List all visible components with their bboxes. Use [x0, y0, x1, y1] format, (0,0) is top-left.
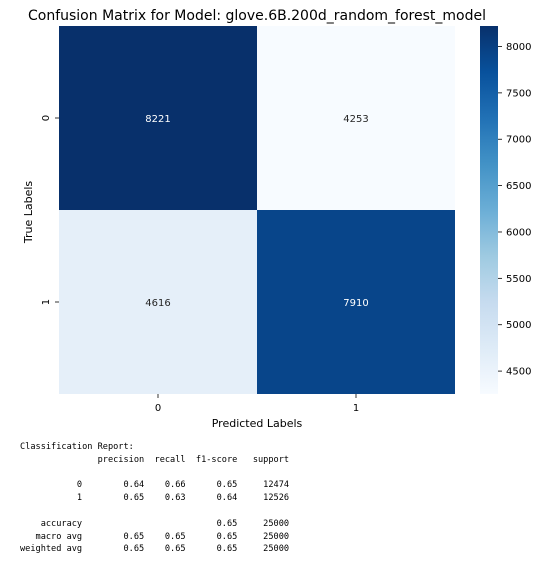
classification-report: Classification Report: precision recall … — [20, 442, 290, 555]
x-tick-label: 0 — [155, 403, 161, 414]
colorbar-tick-label: 5500 — [506, 274, 531, 285]
cell-value-label: 8221 — [145, 114, 170, 125]
cell-value-label: 4253 — [343, 114, 368, 125]
colorbar-tick-label: 6000 — [506, 227, 531, 238]
cell-value-label: 7910 — [343, 298, 368, 309]
colorbar-tick-label: 5000 — [506, 320, 531, 331]
heatmap-cell — [59, 210, 257, 394]
colorbar-tick-label: 8000 — [506, 42, 531, 53]
x-axis-label: Predicted Labels — [212, 417, 303, 430]
y-tick-label: 0 — [41, 115, 52, 121]
heatmap-cell — [257, 26, 455, 210]
colorbar-tick-label: 6500 — [506, 181, 531, 192]
colorbar-tick-label: 4500 — [506, 367, 531, 378]
cell-value-label: 4616 — [145, 298, 170, 309]
heatmap-cell — [257, 210, 455, 394]
y-tick-label: 1 — [41, 299, 52, 305]
colorbar — [480, 26, 498, 394]
y-axis-label: True Labels — [22, 181, 35, 245]
confusion-matrix-chart: Confusion Matrix for Model: glove.6B.200… — [22, 8, 531, 430]
colorbar-tick-label: 7000 — [506, 135, 531, 146]
x-tick-label: 1 — [353, 403, 359, 414]
colorbar-tick-label: 7500 — [506, 88, 531, 99]
chart-title: Confusion Matrix for Model: glove.6B.200… — [28, 8, 486, 24]
heatmap-cell — [59, 26, 257, 210]
